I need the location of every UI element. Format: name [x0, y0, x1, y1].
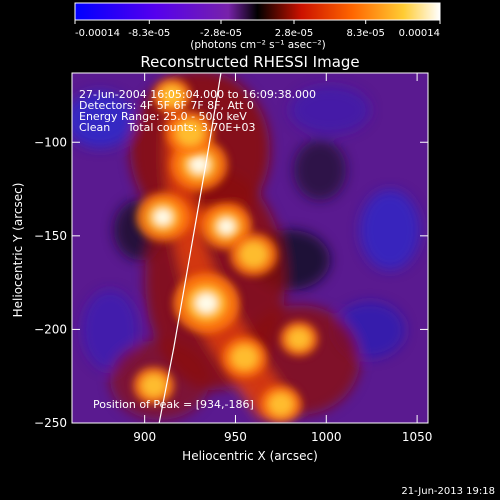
annotation-time-range: 27-Jun-2004 16:05:04.000 to 16:09:38.000 — [79, 88, 316, 101]
y-tick-label: −100 — [34, 135, 67, 149]
heatmap-area — [72, 73, 428, 423]
x-tick-label: 1050 — [402, 430, 433, 444]
y-tick-label: −250 — [34, 416, 67, 430]
heatmap-source — [173, 273, 240, 334]
colorbar-tick-label: 8.3e-05 — [347, 28, 385, 39]
axis-ticks: 900 950 1000 1050 −100 −150 −200 −250 — [34, 73, 432, 444]
x-tick-label: 1000 — [311, 430, 342, 444]
colorbar-tick-label: 0.00014 — [399, 28, 440, 39]
colorbar-unit-label: (photons cm⁻² s⁻¹ asec⁻²) — [190, 39, 325, 51]
heatmap-source — [222, 337, 267, 378]
heatmap-source — [166, 111, 214, 155]
peak-position-label: Position of Peak = [934,-186] — [93, 398, 254, 411]
annotation-detectors: Detectors: 4F 5F 6F 7F 8F, Att 0 — [79, 99, 254, 112]
solar-limb-curve — [158, 73, 222, 423]
heatmap-source — [260, 385, 302, 423]
colorbar-tick-label: -8.3e-05 — [128, 28, 170, 39]
annotation-clean-counts: Clean Total counts: 3.70E+03 — [79, 121, 256, 134]
heatmap-source — [280, 321, 318, 356]
x-tick-label: 900 — [133, 430, 156, 444]
colorbar-tick-label: -0.00014 — [75, 28, 120, 39]
colorbar-tick-label: 2.8e-05 — [275, 28, 313, 39]
heatmap-source — [133, 366, 175, 405]
x-axis-label: Heliocentric X (arcsec) — [182, 449, 318, 463]
heatmap-source — [136, 192, 190, 242]
y-tick-label: −150 — [34, 229, 67, 243]
footer-date: 21-Jun-2013 19:18 — [401, 486, 495, 497]
plot-frame — [71, 72, 429, 424]
annotation-energy-range: Energy Range: 25.0 - 50.0 keV — [79, 110, 247, 123]
colorbar-tick-label: -2.8e-05 — [200, 28, 242, 39]
y-tick-label: −200 — [34, 322, 67, 336]
heatmap-source — [153, 78, 191, 113]
chart-title: Reconstructed RHESSI Image — [140, 53, 359, 71]
colorbar-ticks: -0.00014 -8.3e-05 -2.8e-05 2.8e-05 8.3e-05 0.… — [74, 20, 441, 39]
x-tick-label: 950 — [224, 430, 247, 444]
heatmap-source — [230, 233, 278, 276]
colorbar — [74, 2, 441, 21]
y-axis-label: Heliocentric Y (arcsec) — [11, 183, 25, 318]
